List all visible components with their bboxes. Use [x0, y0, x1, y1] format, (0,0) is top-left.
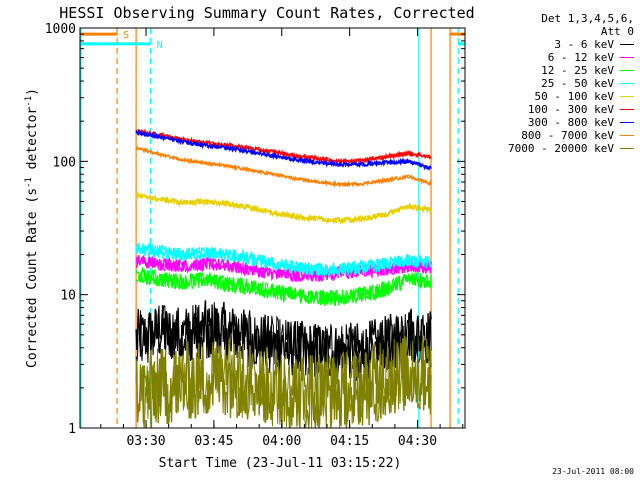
- legend-label: 12 - 25 keV: [541, 64, 614, 77]
- legend-swatch: [620, 44, 634, 45]
- series-line-noise: [135, 130, 432, 170]
- legend-swatch: [620, 70, 634, 71]
- y-tick-label: 10: [60, 289, 76, 304]
- x-axis-label: Start Time (23-Jul-11 03:15:22): [159, 456, 402, 471]
- legend-label: 100 - 300 keV: [527, 103, 614, 116]
- marker-label: S: [123, 30, 129, 41]
- legend-entry: 12 - 25 keV: [484, 64, 634, 77]
- legend-swatch: [620, 122, 634, 123]
- x-tick-label: 03:45: [194, 434, 233, 449]
- x-tick-label: 03:30: [126, 434, 165, 449]
- legend-header-line-1: Det 1,3,4,5,6,: [541, 12, 634, 25]
- legend-swatch: [620, 148, 634, 149]
- legend-entry: 6 - 12 keV: [484, 51, 634, 64]
- legend-entry: 3 - 6 keV: [484, 38, 634, 51]
- legend-swatch: [620, 96, 634, 97]
- chart-title: HESSI Observing Summary Count Rates, Cor…: [59, 4, 474, 22]
- y-axis-label: Corrected Count Rate (s-1 detector-1): [24, 88, 40, 368]
- series-line-noise: [135, 145, 432, 188]
- legend-entry: 50 - 100 keV: [484, 90, 634, 103]
- legend-entry: 300 - 800 keV: [484, 116, 634, 129]
- legend-entry: 7000 - 20000 keV: [484, 142, 634, 155]
- series-line-noise: [135, 268, 432, 307]
- y-tick-label: 1000: [45, 22, 76, 37]
- legend-swatch: [620, 83, 634, 84]
- legend-entry: 25 - 50 keV: [484, 77, 634, 90]
- y-tick-label: 100: [53, 155, 76, 170]
- x-tick-label: 04:00: [262, 434, 301, 449]
- series-line: [135, 191, 432, 225]
- legend-label: 6 - 12 keV: [547, 51, 614, 64]
- legend-label: 7000 - 20000 keV: [508, 142, 614, 155]
- legend-label: 800 - 7000 keV: [521, 129, 614, 142]
- legend-swatch: [620, 57, 634, 58]
- series-line-noise: [135, 243, 432, 277]
- x-tick-label: 04:15: [330, 434, 369, 449]
- legend-label: 25 - 50 keV: [541, 77, 614, 90]
- legend-label: 50 - 100 keV: [534, 90, 614, 103]
- series-line: [135, 266, 432, 307]
- footer-timestamp: 23-Jul-2011 08:00: [552, 467, 634, 476]
- marker-label: N: [157, 40, 163, 51]
- legend-entry: 800 - 7000 keV: [484, 129, 634, 142]
- legend-label: 3 - 6 keV: [554, 38, 614, 51]
- series-line-noise: [135, 254, 432, 282]
- series-line-noise: [135, 193, 432, 226]
- series-line-noise: [135, 337, 432, 429]
- plot-frame: [79, 27, 466, 429]
- legend-swatch: [620, 135, 634, 136]
- legend-swatch: [620, 109, 634, 110]
- x-tick-label: 04:30: [398, 434, 437, 449]
- series-line-noise: [135, 302, 432, 382]
- legend: Det 1,3,4,5,6, Att 0 3 - 6 keV 6 - 12 keV…: [484, 12, 634, 155]
- y-tick-label: 1: [68, 422, 76, 437]
- legend-label: 300 - 800 keV: [527, 116, 614, 129]
- series-line: [135, 255, 432, 283]
- legend-header-line-2: Att 0: [600, 25, 634, 38]
- legend-entry: 100 - 300 keV: [484, 103, 634, 116]
